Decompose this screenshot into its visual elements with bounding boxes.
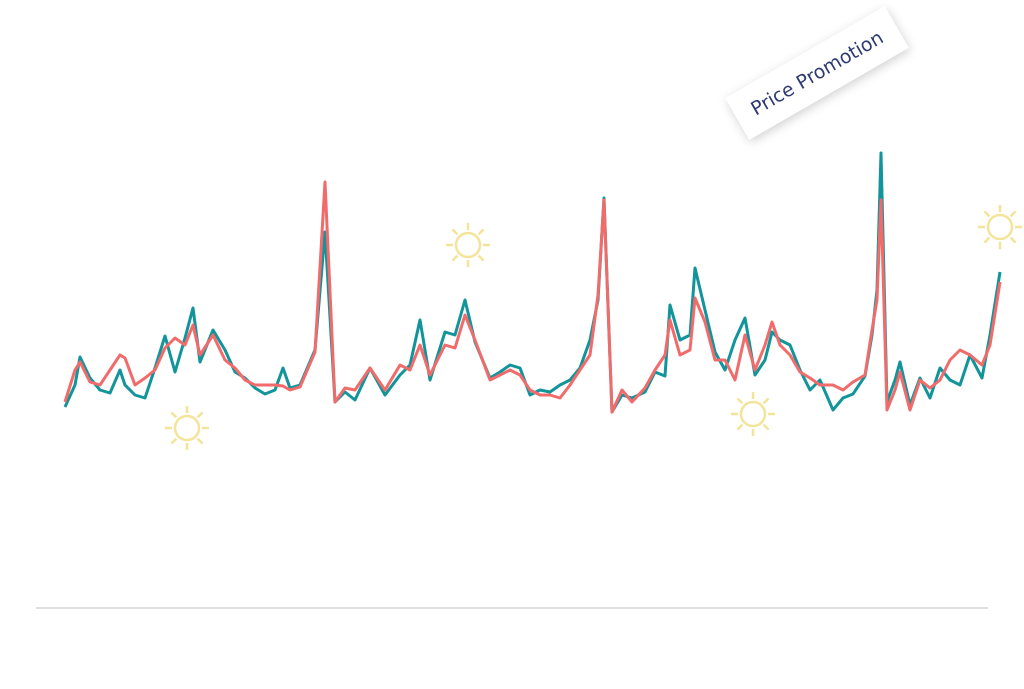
annotation: Price Promotion xyxy=(747,27,887,121)
sun-icon xyxy=(444,221,492,269)
sun-icon xyxy=(163,404,211,452)
series-line xyxy=(63,180,1002,414)
annotation-tag: Price Promotion xyxy=(725,6,909,140)
sun-icon xyxy=(729,390,777,438)
tag-background xyxy=(725,6,909,140)
series-line xyxy=(63,151,1002,414)
sun-icon xyxy=(976,203,1024,251)
lines xyxy=(63,151,1002,414)
